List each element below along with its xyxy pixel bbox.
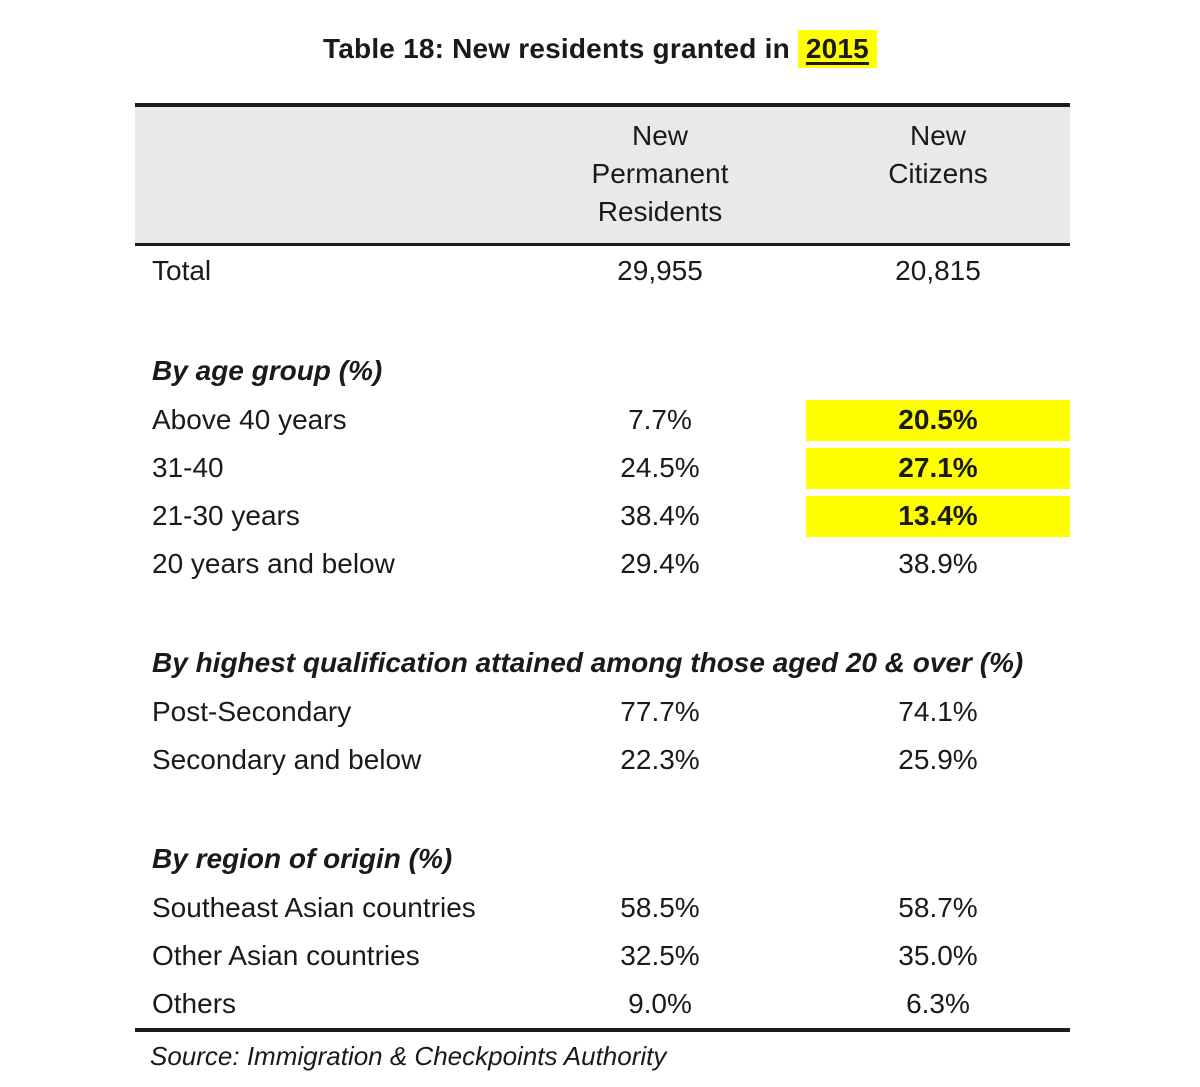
- row-label: Total: [152, 255, 212, 286]
- new-permanent-residents-value: 9.0%: [628, 988, 692, 1019]
- new-permanent-residents-value: 58.5%: [620, 892, 700, 923]
- section-title: By highest qualification attained among …: [152, 647, 1024, 678]
- section-title: By region of origin (%): [152, 843, 453, 874]
- source-note: Source: Immigration & Checkpoints Author…: [150, 1041, 667, 1071]
- table-row: Secondary and below 22.3% 25.9%: [135, 736, 1070, 784]
- new-citizens-value: 38.9%: [898, 548, 978, 579]
- highlighted-year: 2015: [797, 30, 877, 68]
- row-label: Other Asian countries: [152, 940, 420, 971]
- new-permanent-residents-value: 7.7%: [628, 404, 692, 435]
- spacer-row: [135, 296, 1070, 346]
- new-citizens-value: 27.1%: [806, 447, 1070, 489]
- header-empty-cell: [135, 117, 514, 231]
- section-header-row: By region of origin (%): [135, 834, 1070, 884]
- new-citizens-value: 20,815: [895, 255, 981, 286]
- spacer-row: [135, 784, 1070, 834]
- spacer-row: [135, 588, 1070, 638]
- new-citizens-value: 6.3%: [906, 988, 970, 1019]
- table-row: Total 29,955 20,815: [135, 246, 1070, 296]
- new-permanent-residents-value: 29,955: [617, 255, 703, 286]
- new-citizens-value: 58.7%: [898, 892, 978, 923]
- table-title: Table 18: New residents granted in 2015: [0, 0, 1200, 103]
- new-permanent-residents-value: 32.5%: [620, 940, 700, 971]
- table-row: 31-40 24.5% 27.1%: [135, 444, 1070, 492]
- table-row: Other Asian countries 32.5% 35.0%: [135, 932, 1070, 980]
- row-label: Secondary and below: [152, 744, 422, 775]
- table-row: Post-Secondary 77.7% 74.1%: [135, 688, 1070, 736]
- table-row: Above 40 years 7.7% 20.5%: [135, 396, 1070, 444]
- row-label: Others: [152, 988, 237, 1019]
- new-permanent-residents-value: 29.4%: [620, 548, 700, 579]
- row-label: Southeast Asian countries: [152, 892, 476, 923]
- new-permanent-residents-value: 22.3%: [620, 744, 700, 775]
- section-header-row: By highest qualification attained among …: [135, 638, 1070, 688]
- highlight-mark: 20.5%: [806, 399, 1070, 441]
- row-label: 20 years and below: [152, 548, 395, 579]
- row-label: Post-Secondary: [152, 696, 352, 727]
- header-new-permanent-residents: New Permanent Residents: [591, 120, 729, 227]
- new-permanent-residents-value: 38.4%: [620, 500, 700, 531]
- table-header-row: New Permanent Residents New Citizens: [135, 107, 1070, 246]
- highlight-mark: 27.1%: [806, 447, 1070, 489]
- table-row: 21-30 years 38.4% 13.4%: [135, 492, 1070, 540]
- table-row: Others 9.0% 6.3%: [135, 980, 1070, 1028]
- section-title: By age group (%): [152, 355, 383, 386]
- new-permanent-residents-value: 24.5%: [620, 452, 700, 483]
- data-table: New Permanent Residents New Citizens Tot…: [135, 103, 1070, 1032]
- row-label: Above 40 years: [152, 404, 347, 435]
- table-row: Southeast Asian countries 58.5% 58.7%: [135, 884, 1070, 932]
- new-citizens-value: 25.9%: [898, 744, 978, 775]
- new-citizens-value: 74.1%: [898, 696, 978, 727]
- row-label: 21-30 years: [152, 500, 300, 531]
- highlight-mark: 13.4%: [806, 495, 1070, 537]
- new-citizens-value: 20.5%: [806, 399, 1070, 441]
- table-title-text: Table 18: New residents granted in: [323, 33, 798, 64]
- table-row: 20 years and below 29.4% 38.9%: [135, 540, 1070, 588]
- section-header-row: By age group (%): [135, 346, 1070, 396]
- new-permanent-residents-value: 77.7%: [620, 696, 700, 727]
- header-new-citizens: New Citizens: [888, 120, 988, 189]
- new-citizens-value: 35.0%: [898, 940, 978, 971]
- new-citizens-value: 13.4%: [806, 495, 1070, 537]
- table-body: Total 29,955 20,815 By age group (%) Above 4…: [135, 246, 1070, 1028]
- row-label: 31-40: [152, 452, 224, 483]
